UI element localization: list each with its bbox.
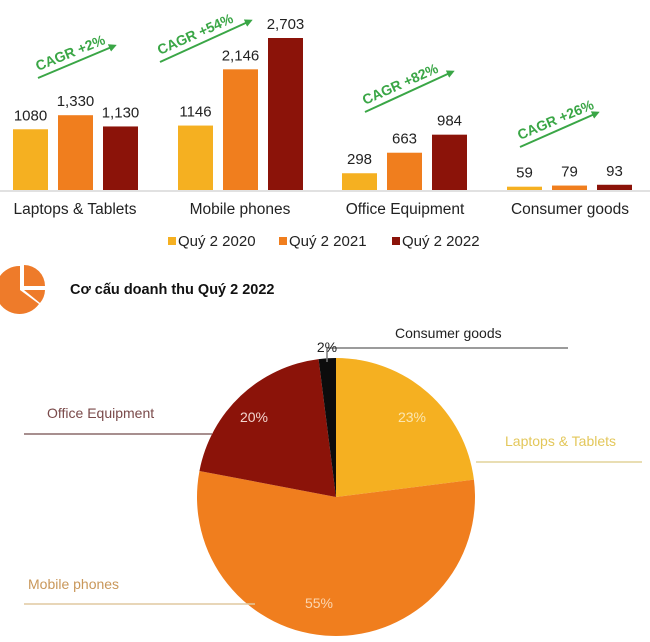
pie-section: Cơ cấu doanh thu Quý 2 2022 Consumer goo… <box>0 265 642 637</box>
bar-value-label: 1080 <box>14 107 47 124</box>
bar <box>342 173 377 190</box>
arrow-up-right-icon <box>37 44 117 79</box>
arrow-up-right-icon <box>159 19 253 63</box>
category-label-consumer: Consumer goods <box>511 201 629 218</box>
category-label-office: Office Equipment <box>346 201 465 218</box>
bar <box>58 115 93 190</box>
bar-value-label: 663 <box>392 131 417 148</box>
arrow-up-right-icon <box>519 111 600 148</box>
legend-label-2020: Quý 2 2020 <box>178 233 256 250</box>
legend-swatch-2020 <box>168 237 176 245</box>
bar <box>103 126 138 190</box>
bar <box>507 186 542 190</box>
bar-value-label: 79 <box>561 164 578 181</box>
legend-swatch-2022 <box>392 237 400 245</box>
pie-label-laptops: Laptops & Tablets <box>505 433 616 449</box>
cagr-label: CAGR +82% <box>360 60 441 108</box>
pie-label-mobile: Mobile phones <box>28 576 119 592</box>
pie-label-office: Office Equipment <box>47 405 154 421</box>
bar-chart: 1080 1,330 1,130 1146 2,146 2,703 298 663 984 59 7… <box>0 10 650 250</box>
category-label-laptops: Laptops & Tablets <box>14 201 137 218</box>
pie-pct-mobile: 55% <box>305 595 333 611</box>
bar-value-label: 1146 <box>179 104 211 121</box>
pie-slice <box>336 358 474 497</box>
bar <box>268 38 303 190</box>
legend-swatch-2021 <box>279 237 287 245</box>
bar <box>178 125 213 190</box>
bar-legend: Quý 2 2020 Quý 2 2021 Quý 2 2022 <box>168 233 480 250</box>
cagr-annotation-laptops: CAGR +2% <box>33 31 117 79</box>
bar-value-label: 298 <box>347 151 372 168</box>
bar-value-label: 1,130 <box>102 104 140 121</box>
bar <box>223 69 258 190</box>
bar-value-label: 984 <box>437 113 462 130</box>
bar-value-label: 93 <box>606 163 623 180</box>
bar <box>597 184 632 190</box>
pie-slice <box>318 358 336 497</box>
bar-value-label: 1,330 <box>57 93 95 110</box>
pie-label-consumer: Consumer goods <box>395 325 502 341</box>
cagr-annotation-office: CAGR +82% <box>360 60 455 113</box>
category-label-mobile: Mobile phones <box>190 201 291 218</box>
pie-chart <box>196 358 475 637</box>
bar <box>432 134 467 190</box>
pie-slice <box>196 470 475 637</box>
arrow-up-right-icon <box>364 70 455 113</box>
legend-label-2021: Quý 2 2021 <box>289 233 367 250</box>
bar-value-label: 2,146 <box>222 47 260 64</box>
legend-label-2022: Quý 2 2022 <box>402 233 480 250</box>
bar-value-label: 2,703 <box>267 16 305 33</box>
pie-chart-title: Cơ cấu doanh thu Quý 2 2022 <box>70 282 275 298</box>
pie-pct-consumer: 2% <box>317 339 337 355</box>
bar <box>13 129 48 190</box>
bar-series-group: 1080 1,330 1,130 1146 2,146 2,703 298 663 984 59 7… <box>13 16 632 190</box>
pie-slice <box>199 359 336 497</box>
bar <box>552 185 587 190</box>
pie-chart-icon <box>0 265 45 314</box>
bar-value-label: 59 <box>516 165 533 182</box>
pie-pct-office: 20% <box>240 409 268 425</box>
pie-pct-laptops: 23% <box>398 409 426 425</box>
bar <box>387 152 422 190</box>
cagr-annotation-consumer: CAGR +26% <box>515 96 600 148</box>
